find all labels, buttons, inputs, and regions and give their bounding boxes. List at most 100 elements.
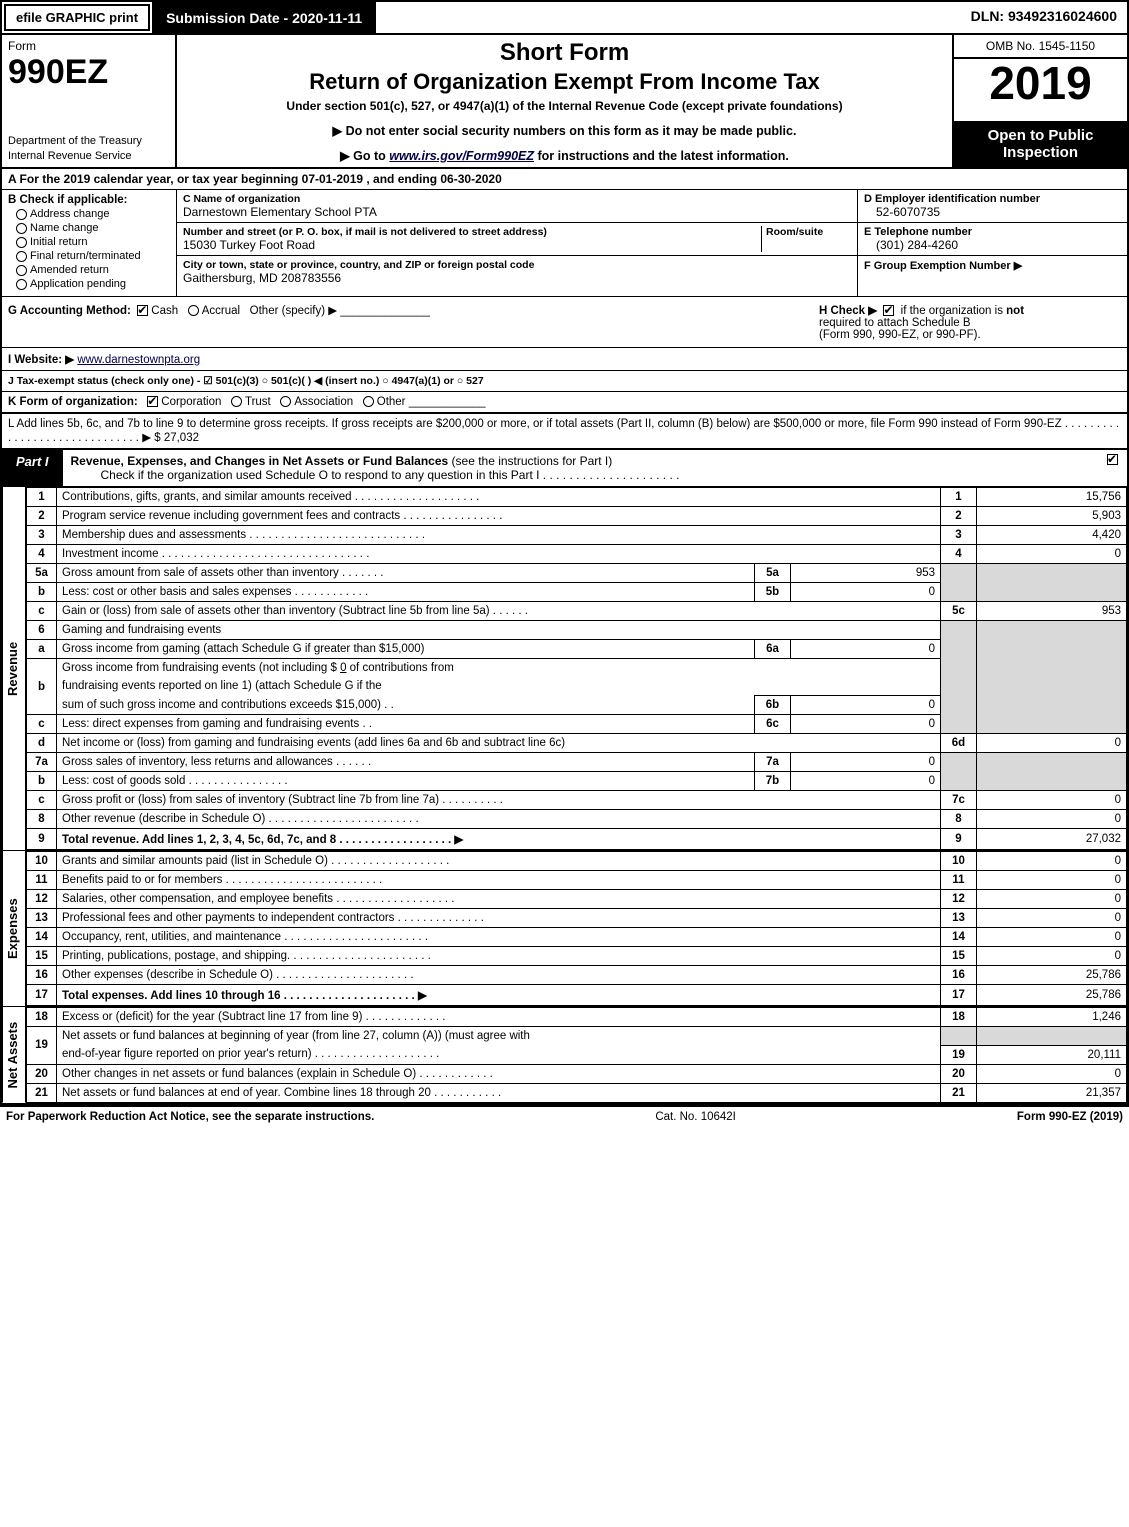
line-desc: Other expenses (describe in Schedule O) … xyxy=(57,966,941,985)
chk-cash[interactable] xyxy=(137,305,148,316)
line-num: 12 xyxy=(27,890,57,909)
line-ref: 14 xyxy=(941,928,977,947)
line-ref: 4 xyxy=(941,545,977,564)
line-desc: Excess or (deficit) for the year (Subtra… xyxy=(57,1008,941,1027)
grey-cell xyxy=(977,696,1127,715)
chk-name-change[interactable]: Name change xyxy=(16,222,170,234)
line-ref: 11 xyxy=(941,871,977,890)
h-text4: (Form 990, 990-EZ, or 990-PF). xyxy=(819,329,981,341)
table-row: 15Printing, publications, postage, and s… xyxy=(27,947,1127,966)
line-ref: 2 xyxy=(941,507,977,526)
line-val: 0 xyxy=(977,890,1127,909)
form-container: efile GRAPHIC print Submission Date - 20… xyxy=(0,0,1129,1107)
line-num: c xyxy=(27,791,57,810)
line-val: 25,786 xyxy=(977,966,1127,985)
line-val: 15,756 xyxy=(977,488,1127,507)
line-num: 8 xyxy=(27,810,57,829)
page-footer: For Paperwork Reduction Act Notice, see … xyxy=(0,1107,1129,1127)
irs-link[interactable]: www.irs.gov/Form990EZ xyxy=(389,149,534,163)
chk-initial-return[interactable]: Initial return xyxy=(16,236,170,248)
table-row: fundraising events reported on line 1) (… xyxy=(27,677,1127,696)
inner-num: 7a xyxy=(755,753,791,772)
line-num: 18 xyxy=(27,1008,57,1027)
part-i-schedule-o-check[interactable] xyxy=(1101,450,1127,486)
line-ref: 5c xyxy=(941,602,977,621)
line-num: 10 xyxy=(27,852,57,871)
line-val: 0 xyxy=(977,1064,1127,1083)
line-desc: Membership dues and assessments . . . . … xyxy=(57,526,941,545)
grey-cell xyxy=(977,621,1127,640)
line-num: b xyxy=(27,583,57,602)
section-bcdef: B Check if applicable: Address change Na… xyxy=(2,190,1127,297)
form-number: 990EZ xyxy=(8,53,169,92)
chk-address-change[interactable]: Address change xyxy=(16,208,170,220)
corp-label: Corporation xyxy=(161,396,221,408)
line-num: 13 xyxy=(27,909,57,928)
group-exemption-row: F Group Exemption Number ▶ xyxy=(858,256,1127,296)
inner-val: 0 xyxy=(791,696,941,715)
line-num: 1 xyxy=(27,488,57,507)
revenue-table: 1Contributions, gifts, grants, and simil… xyxy=(26,487,1127,850)
table-row: cLess: direct expenses from gaming and f… xyxy=(27,715,1127,734)
line-val: 0 xyxy=(977,909,1127,928)
line-val: 0 xyxy=(977,810,1127,829)
table-row: 5aGross amount from sale of assets other… xyxy=(27,564,1127,583)
inner-val: 953 xyxy=(791,564,941,583)
grey-cell xyxy=(977,659,1127,678)
footer-left: For Paperwork Reduction Act Notice, see … xyxy=(6,1111,374,1123)
inner-num: 5b xyxy=(755,583,791,602)
line-desc: Benefits paid to or for members . . . . … xyxy=(57,871,941,890)
line-desc: Professional fees and other payments to … xyxy=(57,909,941,928)
chk-amended[interactable]: Amended return xyxy=(16,264,170,276)
line-desc: Total revenue. Add lines 1, 2, 3, 4, 5c,… xyxy=(57,829,941,850)
line-num: d xyxy=(27,734,57,753)
chk-accrual[interactable] xyxy=(188,305,199,316)
chk-label: Final return/terminated xyxy=(30,250,141,262)
topbar: efile GRAPHIC print Submission Date - 20… xyxy=(2,2,1127,35)
l-text: L Add lines 5b, 6c, and 7b to line 9 to … xyxy=(8,418,1119,444)
under-section: Under section 501(c), 527, or 4947(a)(1)… xyxy=(183,99,946,113)
h-not: not xyxy=(1006,305,1024,317)
line-val: 21,357 xyxy=(977,1083,1127,1102)
revenue-sidebar: Revenue xyxy=(2,487,26,850)
chk-other-org[interactable] xyxy=(363,396,374,407)
table-row: 21Net assets or fund balances at end of … xyxy=(27,1083,1127,1102)
org-name-label: C Name of organization xyxy=(183,193,851,205)
goto-note: ▶ Go to www.irs.gov/Form990EZ for instru… xyxy=(183,148,946,163)
chk-trust[interactable] xyxy=(231,396,242,407)
line-num: b xyxy=(27,659,57,715)
line-val: 0 xyxy=(977,928,1127,947)
city-value: Gaithersburg, MD 208783556 xyxy=(183,271,851,285)
chk-schedule-b[interactable] xyxy=(883,305,894,316)
line-num: c xyxy=(27,602,57,621)
line-val: 27,032 xyxy=(977,829,1127,850)
address-label: Number and street (or P. O. box, if mail… xyxy=(183,226,761,238)
g-accounting: G Accounting Method: Cash Accrual Other … xyxy=(8,303,811,341)
grey-cell xyxy=(941,659,977,678)
inner-num: 6b xyxy=(755,696,791,715)
part-i-subtitle: Check if the organization used Schedule … xyxy=(101,468,1093,482)
table-row: 17Total expenses. Add lines 10 through 1… xyxy=(27,985,1127,1006)
i-label: I Website: ▶ xyxy=(8,354,74,366)
column-b-checkboxes: B Check if applicable: Address change Na… xyxy=(2,190,177,296)
chk-app-pending[interactable]: Application pending xyxy=(16,278,170,290)
efile-print-button[interactable]: efile GRAPHIC print xyxy=(4,4,150,31)
line-desc: Other changes in net assets or fund bala… xyxy=(57,1064,941,1083)
line-desc: Program service revenue including govern… xyxy=(57,507,941,526)
chk-final-return[interactable]: Final return/terminated xyxy=(16,250,170,262)
line-num: 9 xyxy=(27,829,57,850)
chk-association[interactable] xyxy=(280,396,291,407)
line-desc: Gross amount from sale of assets other t… xyxy=(57,564,755,583)
city-label: City or town, state or province, country… xyxy=(183,259,851,271)
chk-corporation[interactable] xyxy=(147,396,158,407)
line-val: 20,111 xyxy=(977,1045,1127,1064)
table-row: 20Other changes in net assets or fund ba… xyxy=(27,1064,1127,1083)
grey-cell xyxy=(977,772,1127,791)
website-link[interactable]: www.darnestownpta.org xyxy=(77,354,200,366)
h-label: H Check ▶ xyxy=(819,305,877,317)
i-website-row: I Website: ▶ www.darnestownpta.org xyxy=(2,348,1127,371)
open-public-inspection: Open to Public Inspection xyxy=(954,121,1127,167)
table-row: 16Other expenses (describe in Schedule O… xyxy=(27,966,1127,985)
line-desc: Printing, publications, postage, and shi… xyxy=(57,947,941,966)
line-ref: 9 xyxy=(941,829,977,850)
